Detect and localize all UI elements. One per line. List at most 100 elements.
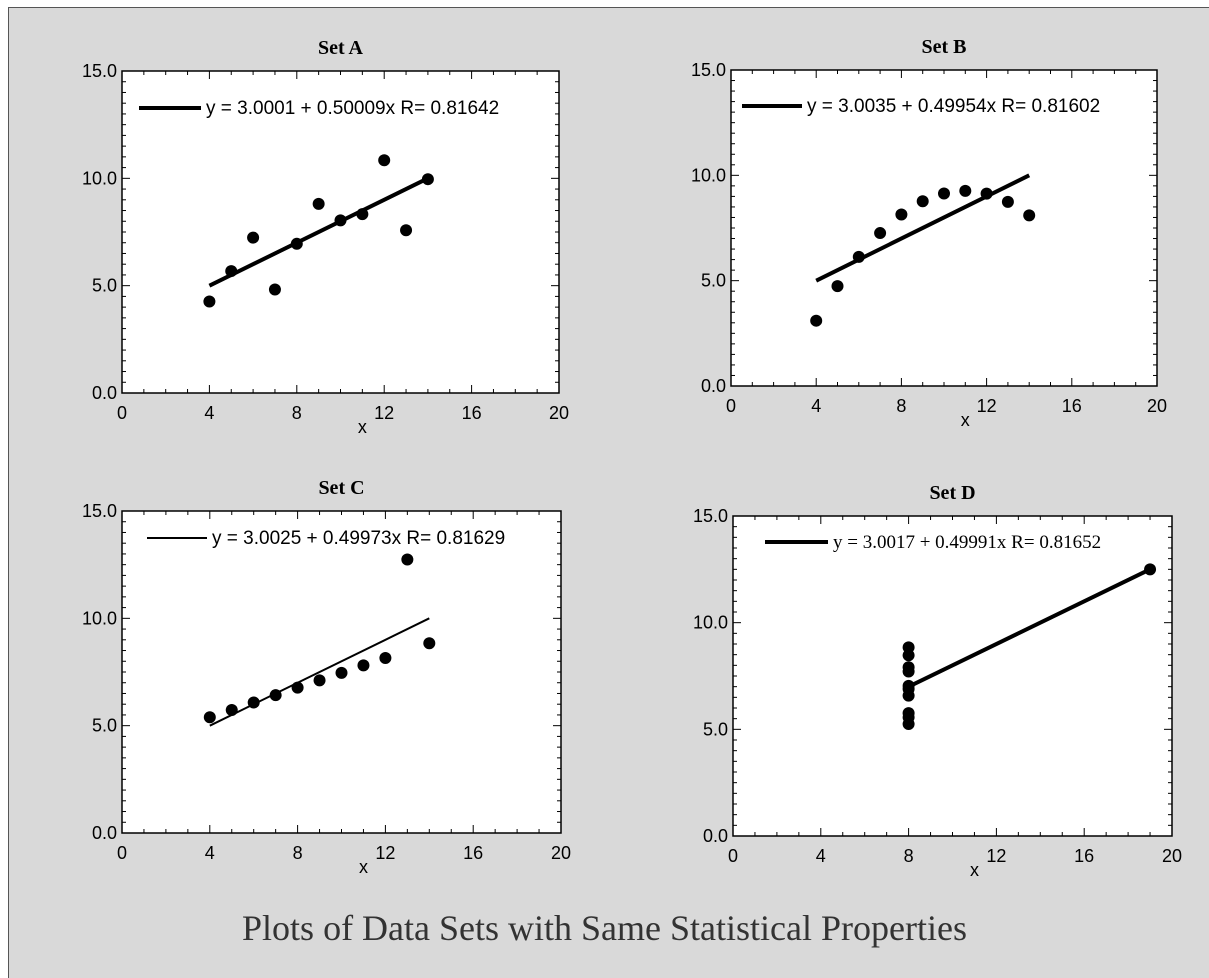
- fit-line: [209, 617, 430, 727]
- x-tick-label: 16: [1062, 396, 1082, 416]
- legend-label: y = 3.0017 + 0.49991x R= 0.81652: [833, 532, 1101, 553]
- y-tick-label: 15.0: [691, 60, 726, 80]
- data-point: [401, 553, 414, 566]
- data-point: [357, 659, 370, 672]
- data-point: [980, 187, 993, 200]
- y-tick-label: 5.0: [701, 271, 726, 291]
- data-point: [902, 711, 915, 724]
- panel-title: Set C: [318, 477, 364, 499]
- x-tick-label: 16: [462, 403, 482, 423]
- panel-title: Set B: [922, 36, 967, 58]
- data-point: [831, 280, 844, 293]
- y-tick-label: 15.0: [82, 501, 117, 521]
- data-point: [203, 711, 216, 724]
- x-tick-label: 12: [374, 403, 394, 423]
- y-tick-label: 5.0: [92, 276, 117, 296]
- figure-title: Plots of Data Sets with Same Statistical…: [242, 908, 967, 948]
- data-point: [247, 696, 260, 709]
- y-tick-label: 10.0: [82, 168, 117, 188]
- y-tick-label: 0.0: [703, 826, 728, 846]
- x-tick-label: 0: [726, 396, 736, 416]
- chart-panel-d: 0 4 8 12 16 20 0.0 5.0 10.0 15.0 x Set D y = 3.0017 …: [693, 482, 1182, 880]
- data-point: [291, 681, 304, 694]
- x-tick-label: 8: [896, 396, 906, 416]
- y-tick-label: 0.0: [92, 823, 117, 843]
- x-tick-label: 8: [292, 403, 302, 423]
- x-axis-label: x: [358, 417, 367, 437]
- fit-line: [907, 567, 1151, 689]
- panel-title: Set A: [318, 37, 364, 59]
- y-tick-label: 10.0: [693, 613, 728, 633]
- data-point: [423, 637, 436, 650]
- legend-label: y = 3.0001 + 0.50009x R= 0.81642: [206, 98, 499, 119]
- data-point: [902, 683, 915, 696]
- x-tick-label: 0: [728, 846, 738, 866]
- data-point: [902, 649, 915, 662]
- y-tick-label: 10.0: [82, 608, 117, 628]
- x-tick-label: 20: [549, 403, 569, 423]
- y-tick-label: 10.0: [691, 165, 726, 185]
- y-tick-label: 15.0: [693, 506, 728, 526]
- data-point: [852, 250, 865, 263]
- data-point: [895, 208, 908, 221]
- chart-panel-b: 0 4 8 12 16 20 0.0 5.0 10.0 15.0 x Set B y = 3.0035 …: [691, 36, 1167, 430]
- x-axis-label: x: [961, 410, 970, 430]
- data-point: [356, 208, 369, 221]
- legend-label: y = 3.0035 + 0.49954x R= 0.81602: [807, 96, 1100, 117]
- data-point: [247, 231, 260, 244]
- data-point: [268, 283, 281, 296]
- chart-panel-a: 0 4 8 12 16 20 0.0 5.0 10.0 15.0 x Set A y = 3.0001 …: [82, 37, 569, 437]
- y-tick-label: 5.0: [703, 719, 728, 739]
- data-point: [400, 224, 413, 237]
- data-point: [1001, 195, 1014, 208]
- data-point: [378, 154, 391, 167]
- data-point: [902, 661, 915, 674]
- y-tick-label: 15.0: [82, 61, 117, 81]
- x-tick-label: 8: [904, 846, 914, 866]
- panel-title: Set D: [929, 482, 975, 504]
- fit-line: [815, 173, 1031, 283]
- data-point: [269, 689, 282, 702]
- data-point: [313, 674, 326, 687]
- x-axis-label: x: [970, 860, 979, 880]
- x-axis-label: x: [359, 857, 368, 877]
- data-point: [874, 227, 887, 240]
- x-tick-label: 4: [811, 396, 821, 416]
- data-point: [335, 666, 348, 679]
- data-point: [225, 703, 238, 716]
- data-point: [334, 214, 347, 227]
- data-point: [290, 237, 303, 250]
- y-tick-label: 0.0: [92, 383, 117, 403]
- x-tick-label: 20: [551, 843, 571, 863]
- chart-panel-c: 0 4 8 12 16 20 0.0 5.0 10.0 15.0 x Set C y = 3.0025 …: [82, 477, 571, 877]
- data-point: [421, 173, 434, 186]
- data-point: [810, 314, 823, 327]
- x-tick-label: 16: [1074, 846, 1094, 866]
- data-point: [379, 652, 392, 665]
- plot-area: [121, 70, 560, 394]
- x-tick-label: 8: [293, 843, 303, 863]
- plot-area: [732, 515, 1173, 837]
- x-tick-label: 12: [977, 396, 997, 416]
- x-tick-label: 12: [986, 846, 1006, 866]
- fit-line: [208, 176, 429, 288]
- data-point: [959, 184, 972, 197]
- data-point: [916, 195, 929, 208]
- y-tick-label: 5.0: [92, 716, 117, 736]
- data-point: [312, 197, 325, 210]
- data-point: [225, 265, 238, 278]
- x-tick-label: 4: [205, 843, 215, 863]
- data-point: [203, 295, 216, 308]
- data-point: [938, 187, 950, 200]
- x-tick-label: 4: [204, 403, 214, 423]
- x-tick-label: 0: [117, 843, 127, 863]
- x-tick-label: 20: [1162, 846, 1182, 866]
- y-tick-label: 0.0: [701, 376, 726, 396]
- x-tick-label: 12: [375, 843, 395, 863]
- data-point: [1023, 209, 1036, 222]
- plot-area: [730, 69, 1158, 387]
- x-tick-label: 20: [1147, 396, 1167, 416]
- x-tick-label: 16: [463, 843, 483, 863]
- legend-label: y = 3.0025 + 0.49973x R= 0.81629: [212, 528, 505, 549]
